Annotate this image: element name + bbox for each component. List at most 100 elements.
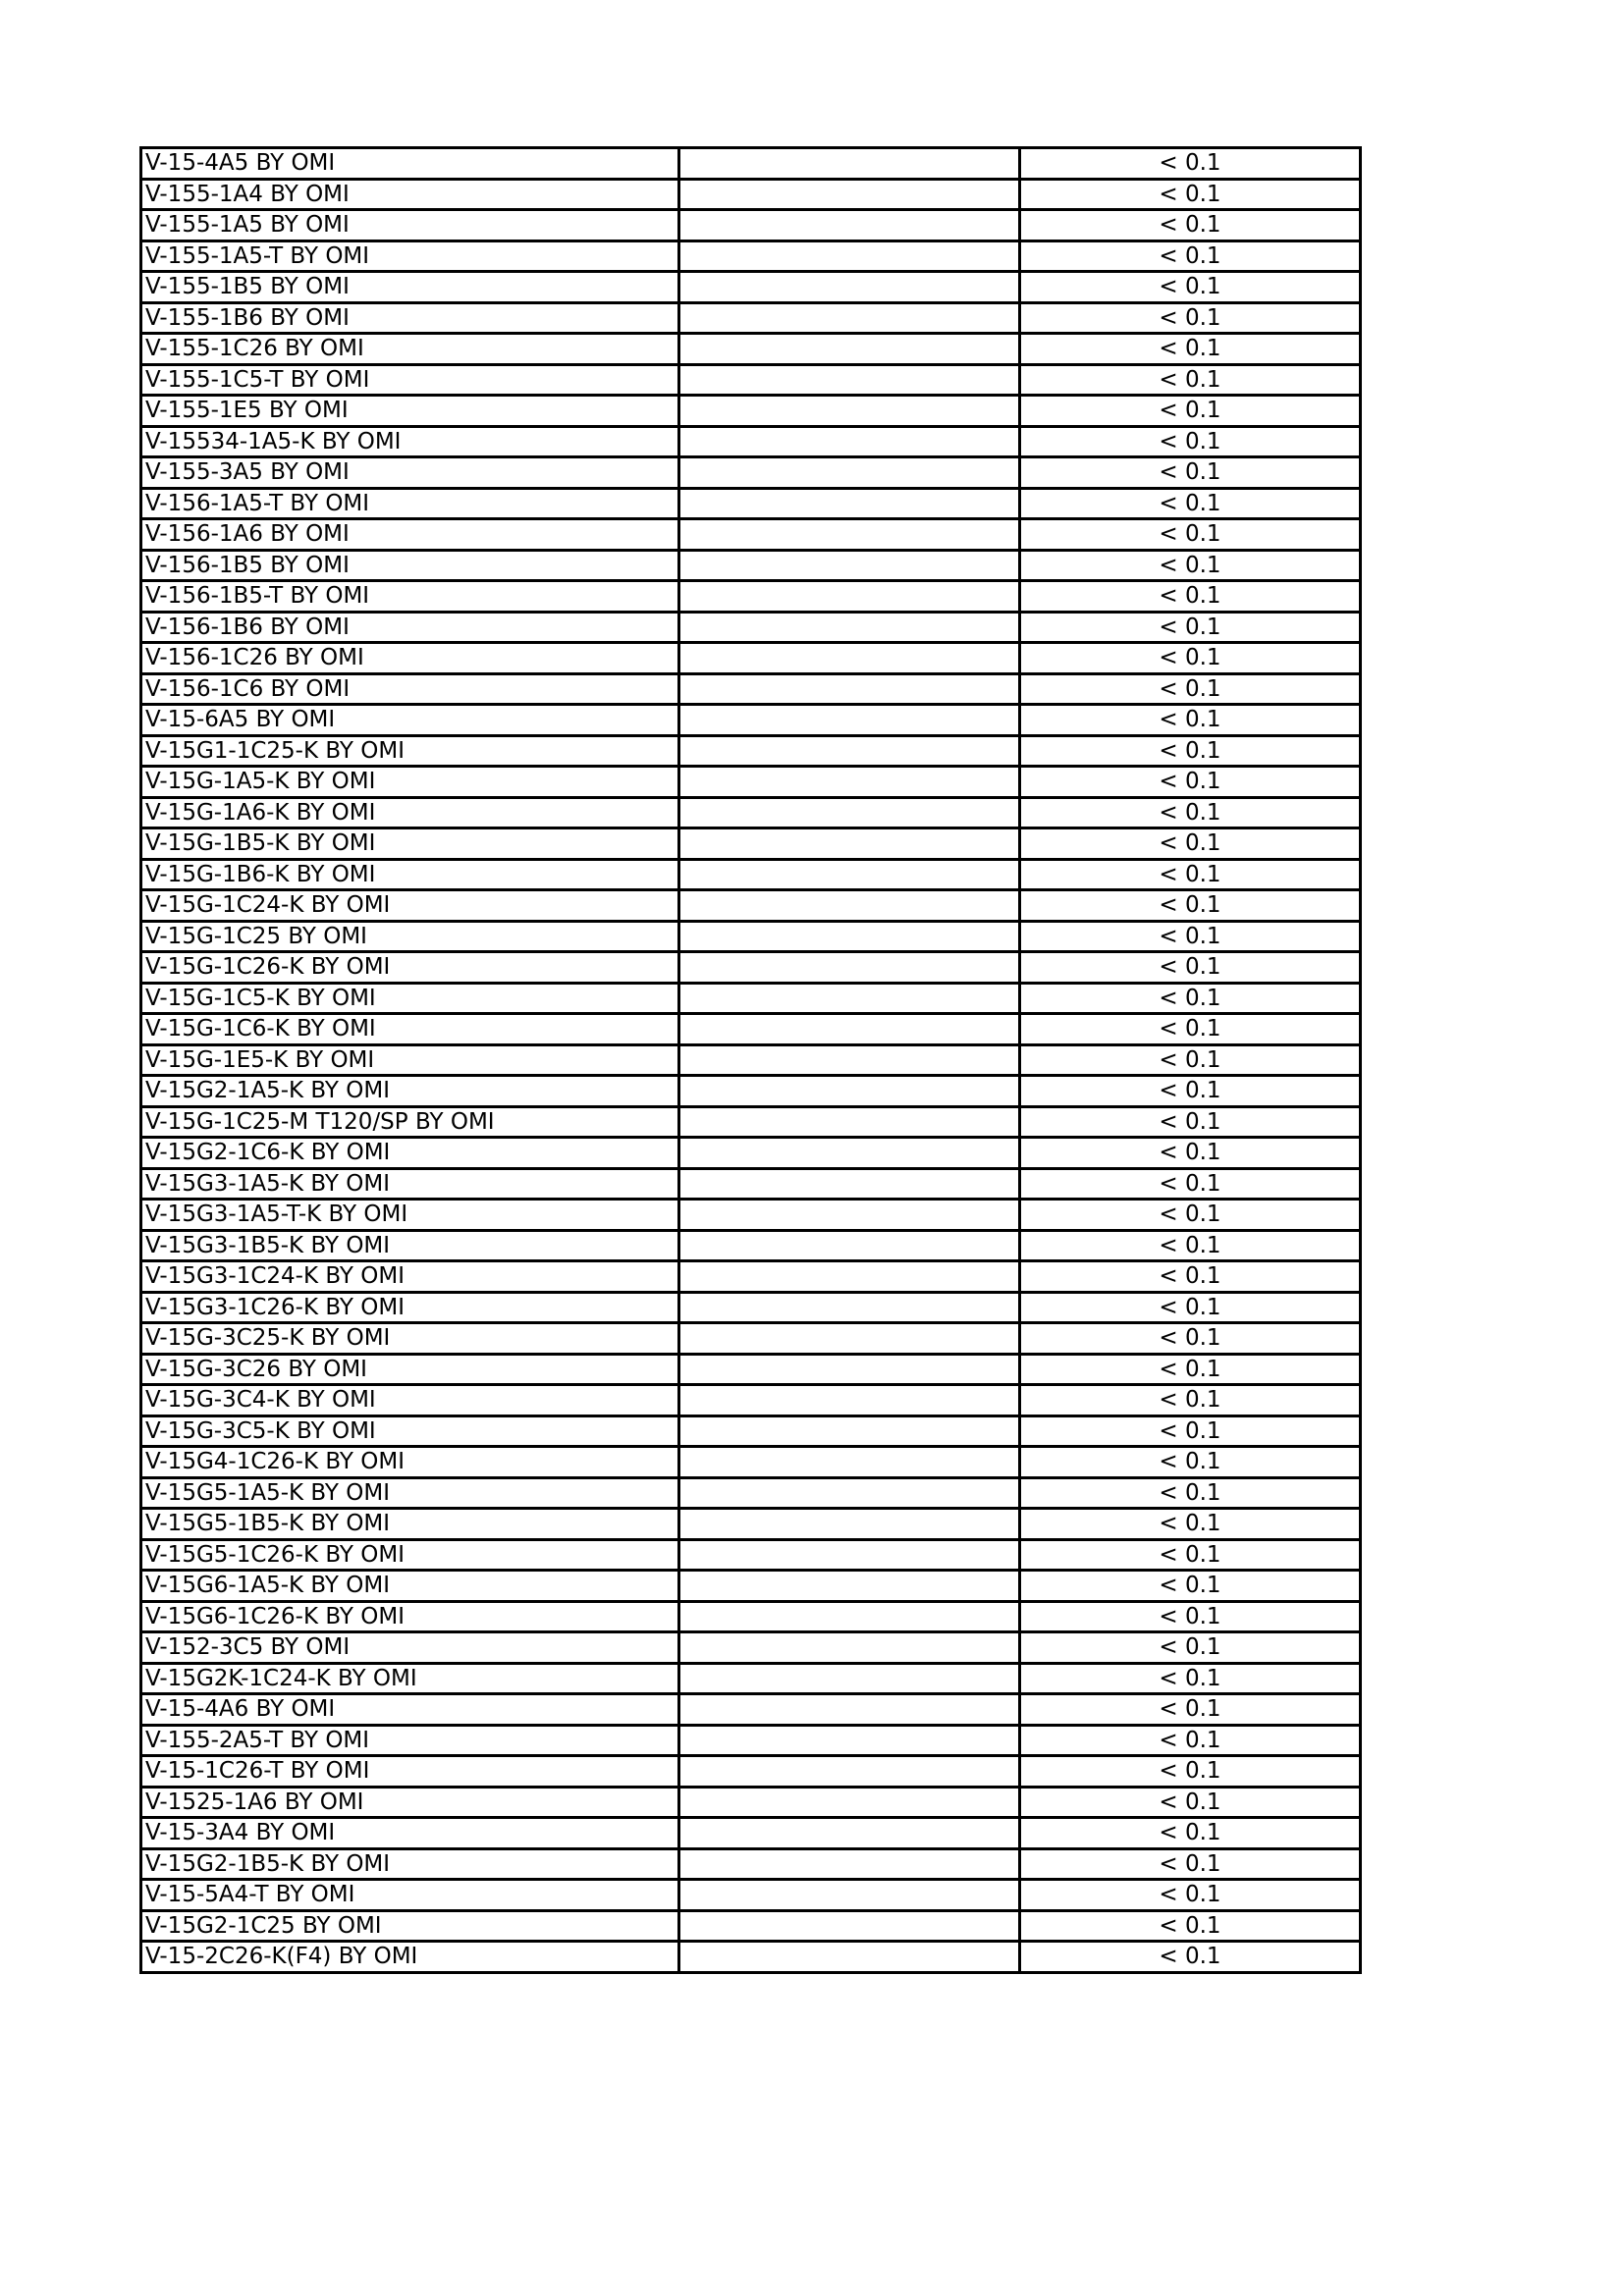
value-cell: < 0.1 xyxy=(1018,1507,1362,1541)
table-row: V-15G-1C25 BY OMI < 0.1 xyxy=(139,919,1362,953)
table-row: V-155-1E5 BY OMI < 0.1 xyxy=(139,394,1362,428)
part-name-cell: V-152-3C5 BY OMI xyxy=(139,1630,680,1665)
table-row: V-15G2K-1C24-K BY OMI < 0.1 xyxy=(139,1661,1362,1695)
table-row: V-15G-1C6-K BY OMI < 0.1 xyxy=(139,1012,1362,1046)
part-name-cell: V-155-1A5 BY OMI xyxy=(139,208,680,242)
empty-cell xyxy=(677,1878,1021,1912)
table-row: V-155-1C26 BY OMI < 0.1 xyxy=(139,332,1362,366)
part-name-cell: V-155-1E5 BY OMI xyxy=(139,394,680,428)
empty-cell xyxy=(677,362,1021,397)
empty-cell xyxy=(677,1599,1021,1633)
value-cell: < 0.1 xyxy=(1018,671,1362,706)
empty-cell xyxy=(677,857,1021,891)
table-row: V-15G-3C4-K BY OMI < 0.1 xyxy=(139,1383,1362,1417)
empty-cell xyxy=(677,827,1021,861)
empty-cell xyxy=(677,239,1021,273)
value-cell: < 0.1 xyxy=(1018,1383,1362,1417)
value-cell: < 0.1 xyxy=(1018,1846,1362,1881)
value-cell: < 0.1 xyxy=(1018,208,1362,242)
empty-cell xyxy=(677,641,1021,675)
table-row: V-15-6A5 BY OMI < 0.1 xyxy=(139,703,1362,737)
part-name-cell: V-15G-1C26-K BY OMI xyxy=(139,950,680,985)
value-cell: < 0.1 xyxy=(1018,455,1362,490)
table-row: V-155-2A5-T BY OMI < 0.1 xyxy=(139,1723,1362,1757)
empty-cell xyxy=(677,300,1021,335)
value-cell: < 0.1 xyxy=(1018,1692,1362,1727)
part-name-cell: V-15G2-1B5-K BY OMI xyxy=(139,1846,680,1881)
empty-cell xyxy=(677,610,1021,644)
table-row: V-155-1B6 BY OMI < 0.1 xyxy=(139,300,1362,335)
table-row: V-15G3-1B5-K BY OMI < 0.1 xyxy=(139,1228,1362,1262)
empty-cell xyxy=(677,733,1021,768)
table-row: V-15-2C26-K(F4) BY OMI < 0.1 xyxy=(139,1940,1362,1974)
table-row: V-15-1C26-T BY OMI < 0.1 xyxy=(139,1754,1362,1789)
table-row: V-156-1B5 BY OMI < 0.1 xyxy=(139,548,1362,582)
empty-cell xyxy=(677,981,1021,1015)
value-cell: < 0.1 xyxy=(1018,795,1362,829)
part-name-cell: V-15G-3C26 BY OMI xyxy=(139,1352,680,1386)
table-row: V-15G-3C26 BY OMI < 0.1 xyxy=(139,1352,1362,1386)
empty-cell xyxy=(677,1569,1021,1603)
part-name-cell: V-156-1B5-T BY OMI xyxy=(139,579,680,614)
value-cell: < 0.1 xyxy=(1018,579,1362,614)
value-cell: < 0.1 xyxy=(1018,1816,1362,1850)
part-name-cell: V-15G-1C24-K BY OMI xyxy=(139,888,680,923)
table-row: V-15-3A4 BY OMI < 0.1 xyxy=(139,1816,1362,1850)
value-cell: < 0.1 xyxy=(1018,394,1362,428)
part-name-cell: V-15G-1C6-K BY OMI xyxy=(139,1012,680,1046)
value-cell: < 0.1 xyxy=(1018,1630,1362,1665)
value-cell: < 0.1 xyxy=(1018,177,1362,211)
empty-cell xyxy=(677,1630,1021,1665)
empty-cell xyxy=(677,1445,1021,1479)
part-name-cell: V-15G3-1A5-K BY OMI xyxy=(139,1166,680,1201)
value-cell: < 0.1 xyxy=(1018,146,1362,181)
value-cell: < 0.1 xyxy=(1018,424,1362,458)
value-cell: < 0.1 xyxy=(1018,1074,1362,1108)
value-cell: < 0.1 xyxy=(1018,1908,1362,1943)
table-row: V-15G6-1C26-K BY OMI < 0.1 xyxy=(139,1599,1362,1633)
table-row: V-15G2-1A5-K BY OMI < 0.1 xyxy=(139,1074,1362,1108)
table-row: V-15G1-1C25-K BY OMI < 0.1 xyxy=(139,733,1362,768)
part-name-cell: V-15-6A5 BY OMI xyxy=(139,703,680,737)
empty-cell xyxy=(677,703,1021,737)
value-cell: < 0.1 xyxy=(1018,765,1362,799)
part-name-cell: V-155-1C5-T BY OMI xyxy=(139,362,680,397)
value-cell: < 0.1 xyxy=(1018,1228,1362,1262)
part-name-cell: V-15G1-1C25-K BY OMI xyxy=(139,733,680,768)
value-cell: < 0.1 xyxy=(1018,610,1362,644)
part-name-cell: V-15-4A5 BY OMI xyxy=(139,146,680,181)
empty-cell xyxy=(677,795,1021,829)
value-cell: < 0.1 xyxy=(1018,517,1362,552)
table-row: V-15G3-1A5-T-K BY OMI < 0.1 xyxy=(139,1198,1362,1232)
value-cell: < 0.1 xyxy=(1018,1723,1362,1757)
table-row: V-15G-1A6-K BY OMI < 0.1 xyxy=(139,795,1362,829)
empty-cell xyxy=(677,1290,1021,1324)
empty-cell xyxy=(677,1352,1021,1386)
value-cell: < 0.1 xyxy=(1018,332,1362,366)
table-row: V-15G4-1C26-K BY OMI < 0.1 xyxy=(139,1445,1362,1479)
part-name-cell: V-15-1C26-T BY OMI xyxy=(139,1754,680,1789)
part-name-cell: V-156-1B5 BY OMI xyxy=(139,548,680,582)
empty-cell xyxy=(677,146,1021,181)
table-row: V-1525-1A6 BY OMI < 0.1 xyxy=(139,1785,1362,1819)
table-row: V-156-1B5-T BY OMI < 0.1 xyxy=(139,579,1362,614)
value-cell: < 0.1 xyxy=(1018,1136,1362,1170)
value-cell: < 0.1 xyxy=(1018,362,1362,397)
value-cell: < 0.1 xyxy=(1018,888,1362,923)
table-row: V-15G2-1C25 BY OMI < 0.1 xyxy=(139,1908,1362,1943)
table-row: V-156-1C26 BY OMI < 0.1 xyxy=(139,641,1362,675)
part-name-cell: V-15G-1C25 BY OMI xyxy=(139,919,680,953)
empty-cell xyxy=(677,1661,1021,1695)
empty-cell xyxy=(677,1940,1021,1974)
empty-cell xyxy=(677,1908,1021,1943)
empty-cell xyxy=(677,1104,1021,1139)
value-cell: < 0.1 xyxy=(1018,733,1362,768)
part-name-cell: V-1525-1A6 BY OMI xyxy=(139,1785,680,1819)
part-name-cell: V-156-1A6 BY OMI xyxy=(139,517,680,552)
value-cell: < 0.1 xyxy=(1018,1599,1362,1633)
value-cell: < 0.1 xyxy=(1018,486,1362,520)
part-name-cell: V-15G5-1C26-K BY OMI xyxy=(139,1537,680,1572)
empty-cell xyxy=(677,765,1021,799)
table-row: V-152-3C5 BY OMI < 0.1 xyxy=(139,1630,1362,1665)
part-name-cell: V-155-3A5 BY OMI xyxy=(139,455,680,490)
